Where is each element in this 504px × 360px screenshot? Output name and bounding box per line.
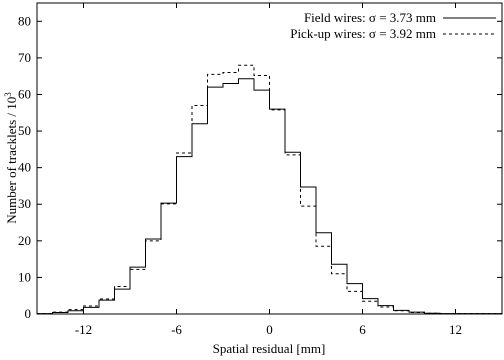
- y-tick-label: 30: [18, 196, 31, 211]
- y-tick-label: 60: [18, 86, 31, 101]
- plot-area: -12 -6 0 6 12 0 10 20 30 40 50 60 70 80: [18, 2, 503, 337]
- series-field-wires-histogram: [36, 78, 503, 315]
- y-tick-label: 70: [18, 50, 31, 65]
- x-tick-label: -12: [75, 322, 92, 337]
- legend-label-pickup-wires: Pick-up wires: σ = 3.92 mm: [290, 26, 436, 41]
- x-axis-title: Spatial residual [mm]: [213, 341, 326, 356]
- x-tick-label: -6: [171, 322, 182, 337]
- plot-frame: [36, 2, 503, 315]
- y-tick-label: 40: [18, 160, 31, 175]
- legend-label-field-wires: Field wires: σ = 3.73 mm: [304, 10, 436, 25]
- x-tick-label: 12: [449, 322, 462, 337]
- ticks-layer: -12 -6 0 6 12 0 10 20 30 40 50 60 70 80: [18, 3, 502, 337]
- y-axis-title: Number of tracklets / 103: [3, 92, 19, 224]
- y-tick-label: 0: [25, 306, 32, 321]
- x-tick-label: 6: [359, 322, 366, 337]
- y-axis-title-main: Number of tracklets / 10: [4, 97, 19, 224]
- y-tick-label: 80: [18, 13, 31, 28]
- series-layer: [36, 64, 503, 315]
- series-pickup-wires-histogram: [36, 64, 503, 315]
- y-tick-label: 50: [18, 123, 31, 138]
- legend: Field wires: σ = 3.73 mm Pick-up wires: …: [290, 10, 496, 41]
- y-axis-title-exponent: 3: [3, 92, 13, 97]
- x-tick-label: 0: [266, 322, 273, 337]
- y-tick-label: 20: [18, 233, 31, 248]
- y-tick-label: 10: [18, 269, 31, 284]
